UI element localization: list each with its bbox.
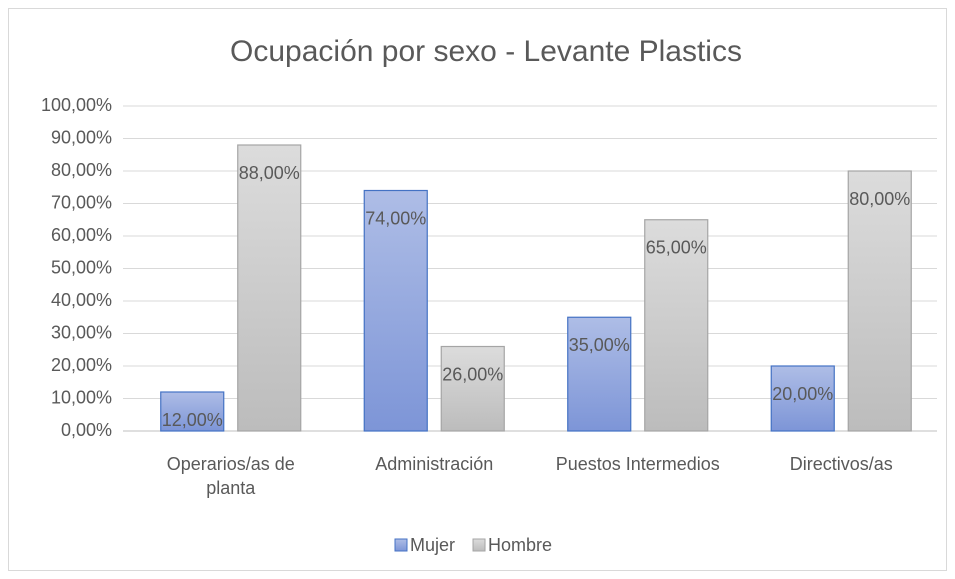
bar [237, 144, 302, 432]
data-label: 35,00% [569, 335, 630, 355]
bar [644, 219, 709, 432]
y-tick-label: 100,00% [41, 95, 112, 115]
chart-title: Ocupación por sexo - Levante Plastics [230, 35, 742, 68]
data-label: 20,00% [772, 384, 833, 404]
y-tick-label: 80,00% [51, 160, 112, 180]
x-tick-label: Operarios/as de planta [166, 454, 295, 498]
legend-label: Mujer [410, 535, 455, 555]
data-label: 74,00% [365, 208, 426, 228]
data-label: 80,00% [849, 189, 910, 209]
bar [440, 345, 505, 432]
y-tick-label: 50,00% [51, 257, 112, 277]
x-tick-label: Puestos Intermedios [555, 454, 720, 474]
y-tick-label: 30,00% [51, 322, 112, 342]
bar [770, 365, 835, 432]
legend-label: Hombre [488, 535, 552, 555]
bar [363, 189, 428, 432]
y-tick-label: 0,00% [61, 420, 112, 440]
data-label: 65,00% [646, 238, 707, 258]
data-label: 12,00% [162, 410, 223, 430]
data-label: 26,00% [442, 364, 503, 384]
y-tick-label: 40,00% [51, 290, 112, 310]
y-tick-label: 90,00% [51, 127, 112, 147]
bar [567, 316, 632, 432]
y-tick-label: 20,00% [51, 355, 112, 375]
y-tick-label: 70,00% [51, 192, 112, 212]
x-tick-label: Administración [375, 454, 494, 474]
legend-swatch [394, 538, 408, 552]
chart-border [8, 8, 947, 571]
legend-swatch [472, 538, 486, 552]
x-tick-label: Directivos/as [789, 454, 893, 474]
bar [160, 391, 225, 432]
y-tick-label: 60,00% [51, 225, 112, 245]
bar [847, 170, 912, 432]
data-label: 88,00% [239, 163, 300, 183]
y-tick-label: 10,00% [51, 387, 112, 407]
